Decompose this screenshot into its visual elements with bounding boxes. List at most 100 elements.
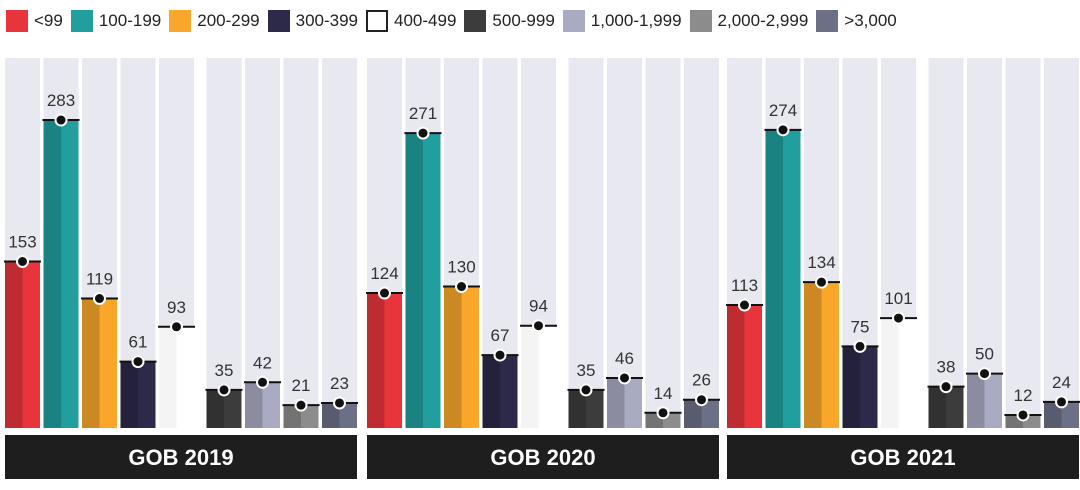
legend-item: <99 xyxy=(6,10,63,32)
bar xyxy=(120,361,138,428)
data-label: 38 xyxy=(937,358,956,377)
bar xyxy=(607,377,625,428)
bar xyxy=(586,389,604,428)
data-label: 119 xyxy=(86,270,113,289)
column-background xyxy=(928,58,964,428)
column-background xyxy=(645,58,681,428)
legend-label: 1,000-1,999 xyxy=(590,11,682,30)
legend-swatch xyxy=(6,10,28,32)
data-label: 26 xyxy=(692,371,711,390)
value-marker xyxy=(333,396,346,410)
panel-title-bar xyxy=(367,435,719,479)
column-background xyxy=(684,58,719,428)
legend-label: 100-199 xyxy=(98,11,162,30)
legend-label: 2,000-2,999 xyxy=(717,11,809,30)
legend-label: <99 xyxy=(34,11,63,30)
bar xyxy=(283,405,301,428)
data-label: 124 xyxy=(370,264,398,283)
value-marker xyxy=(93,292,106,305)
bar xyxy=(946,386,964,428)
value-marker xyxy=(131,355,145,369)
bar xyxy=(82,298,100,428)
bar xyxy=(176,326,194,428)
legend-swatch xyxy=(464,10,487,32)
value-marker xyxy=(532,319,545,333)
bar xyxy=(444,286,462,428)
data-label: 67 xyxy=(491,326,510,345)
legend-label: 400-499 xyxy=(394,11,457,30)
bar xyxy=(783,129,801,428)
bar xyxy=(521,325,539,428)
panel-title: GOB 2021 xyxy=(850,445,955,470)
value-marker xyxy=(455,280,468,294)
data-label: 93 xyxy=(167,298,186,317)
bar xyxy=(384,293,402,428)
bar xyxy=(727,305,745,428)
bar xyxy=(405,133,423,428)
panel-title: GOB 2020 xyxy=(490,445,595,470)
column-background xyxy=(206,58,242,428)
data-label: 35 xyxy=(577,361,596,380)
data-label: 283 xyxy=(47,91,75,110)
bar xyxy=(22,261,40,428)
value-marker xyxy=(695,393,708,407)
column-background xyxy=(245,58,280,428)
bar xyxy=(1061,401,1079,428)
bar xyxy=(568,389,586,428)
bar xyxy=(61,120,79,428)
panel-title: GOB 2019 xyxy=(128,445,233,470)
bar xyxy=(898,318,916,428)
legend-swatch xyxy=(70,10,93,32)
value-marker xyxy=(1016,408,1030,422)
bar xyxy=(322,402,340,428)
value-marker xyxy=(54,113,68,127)
column-background xyxy=(283,58,319,428)
data-label: 274 xyxy=(769,101,797,120)
value-marker xyxy=(618,371,631,385)
bar xyxy=(500,355,518,428)
column-background xyxy=(1005,58,1041,428)
data-label: 24 xyxy=(1052,373,1071,392)
bar xyxy=(423,133,441,428)
legend-item: 200-299 xyxy=(169,10,260,32)
legend-item: 400-499 xyxy=(366,10,456,32)
data-label: 35 xyxy=(215,361,234,380)
bar xyxy=(744,305,762,428)
data-label: 153 xyxy=(8,233,36,252)
bar xyxy=(245,382,263,428)
legend-label: >3,000 xyxy=(844,11,897,30)
data-label: 61 xyxy=(129,333,148,352)
value-marker xyxy=(416,126,430,140)
value-marker xyxy=(1055,395,1068,409)
legend-swatch xyxy=(689,10,712,32)
column-background xyxy=(322,58,357,428)
bar xyxy=(262,382,280,428)
column-background xyxy=(967,58,1002,428)
bar xyxy=(821,282,839,428)
bar xyxy=(482,355,500,428)
bar xyxy=(224,389,242,428)
data-label: 271 xyxy=(409,104,437,123)
chart-panel: 113 274 134 75 101 38 50 12 24 GOB 2021 xyxy=(726,58,1080,479)
legend-item: >3,000 xyxy=(816,10,897,32)
legend-label: 200-299 xyxy=(197,11,260,30)
bar xyxy=(804,282,822,428)
chart-legend: <99 100-199 200-299 300-399 400-499 500-999 1,… xyxy=(6,5,1076,37)
bar xyxy=(860,346,878,428)
legend-item: 2,000-2,999 xyxy=(689,10,809,32)
data-label: 94 xyxy=(529,297,548,316)
legend-swatch xyxy=(816,10,839,32)
data-label: 42 xyxy=(253,353,272,372)
bar xyxy=(301,405,319,428)
legend-label: 500-999 xyxy=(492,11,555,30)
bar xyxy=(928,386,946,428)
legend-swatch xyxy=(267,10,290,32)
column-background xyxy=(607,58,642,428)
value-marker xyxy=(939,380,953,394)
legend-label: 300-399 xyxy=(295,11,359,30)
value-marker xyxy=(493,348,507,362)
data-label: 113 xyxy=(731,276,758,295)
value-marker xyxy=(978,367,991,381)
value-marker xyxy=(294,398,308,412)
